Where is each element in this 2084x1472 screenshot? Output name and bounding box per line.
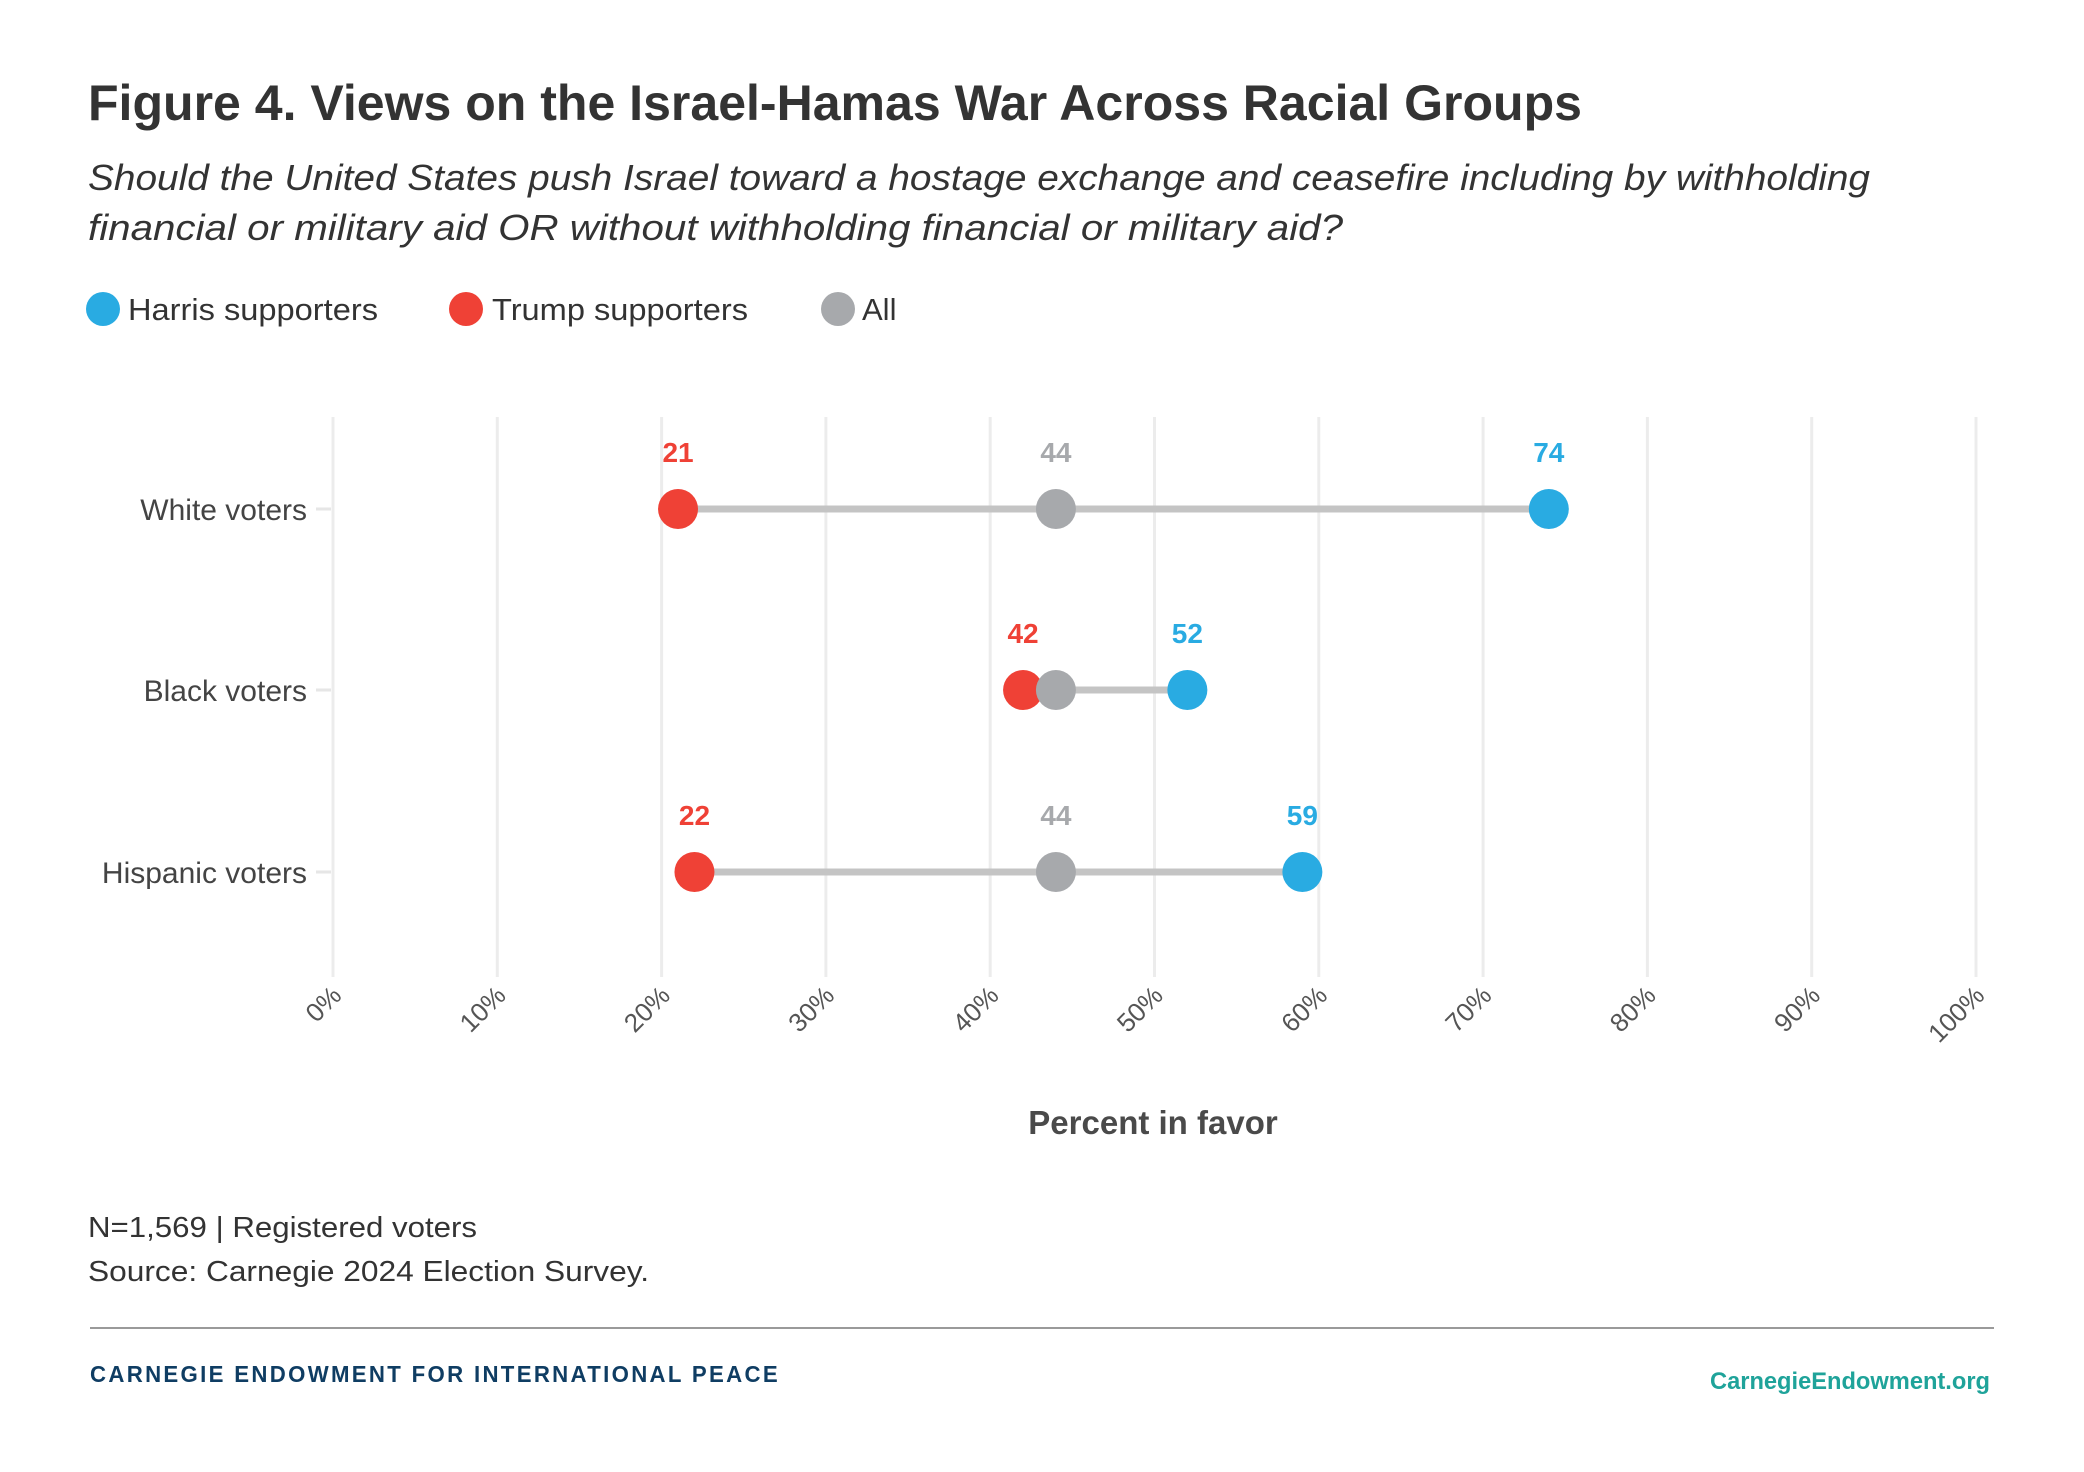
x-tick-label: 40% <box>946 980 1004 1038</box>
value-label-all-hispanic-voters: 44 <box>1040 800 1072 831</box>
value-label-harris-supporters-white-voters: 74 <box>1533 437 1565 468</box>
legend-item-trump: Trump supporters <box>449 292 748 327</box>
point-all-white-voters <box>1035 489 1076 529</box>
value-label-trump-supporters-black-voters: 42 <box>1007 618 1038 649</box>
row-label-black-voters: Black voters <box>144 675 307 708</box>
x-tick-label: 90% <box>1768 980 1826 1038</box>
x-tick-label: 100% <box>1922 980 1990 1048</box>
x-tick-label: 50% <box>1111 980 1169 1038</box>
point-all-hispanic-voters <box>1035 852 1076 892</box>
legend-marker-trump-icon <box>449 292 483 326</box>
x-axis-title: Percent in favor <box>1028 1104 1278 1141</box>
legend-marker-harris-icon <box>86 292 120 326</box>
legend-label-harris: Harris supporters <box>128 292 378 327</box>
legend-marker-all-icon <box>821 292 855 326</box>
x-tick-label: 70% <box>1439 980 1497 1038</box>
x-tick-label: 20% <box>618 980 676 1038</box>
legend-label-all: All <box>862 292 896 327</box>
sample-note: N=1,569 | Registered voters <box>88 1212 477 1244</box>
legend-item-all: All <box>821 292 896 327</box>
y-axis: White voters Black voters Hispanic voters <box>102 494 331 890</box>
point-trump-supporters-hispanic-voters <box>674 852 715 892</box>
value-label-harris-supporters-black-voters: 52 <box>1172 618 1203 649</box>
point-all-black-voters <box>1035 670 1076 710</box>
chart-subtitle-line-2: financial or military aid OR without wit… <box>88 207 1343 248</box>
x-tick-label: 10% <box>454 980 512 1038</box>
website-link[interactable]: CarnegieEndowment.org <box>1710 1368 1990 1395</box>
value-label-trump-supporters-white-voters: 21 <box>662 437 693 468</box>
x-axis: 0% 10% 20% 30% 40% 50% 60% 70% 80% 90% 100% <box>299 980 1990 1048</box>
chart-subtitle-line-1: Should the United States push Israel tow… <box>88 157 1870 198</box>
x-tick-label: 60% <box>1275 980 1333 1038</box>
chart-title: Figure 4. Views on the Israel-Hamas War … <box>88 75 1582 131</box>
point-harris-supporters-hispanic-voters <box>1282 852 1323 892</box>
connectors <box>678 505 1549 876</box>
point-harris-supporters-black-voters <box>1167 670 1208 710</box>
point-harris-supporters-white-voters <box>1528 489 1569 529</box>
x-tick-label: 80% <box>1604 980 1662 1038</box>
row-label-white-voters: White voters <box>140 494 307 527</box>
point-trump-supporters-black-voters <box>1003 670 1044 710</box>
x-tick-label: 30% <box>782 980 840 1038</box>
legend-label-trump: Trump supporters <box>492 292 748 327</box>
brand-name: CARNEGIE ENDOWMENT FOR INTERNATIONAL PEA… <box>90 1361 780 1387</box>
value-label-harris-supporters-hispanic-voters: 59 <box>1287 800 1318 831</box>
point-trump-supporters-white-voters <box>658 489 699 529</box>
value-label-all-white-voters: 44 <box>1040 437 1072 468</box>
legend: Harris supporters Trump supporters All <box>86 292 896 327</box>
data-labels: 21 42 22 44 44 74 52 59 <box>662 437 1564 831</box>
data-points <box>658 489 1569 892</box>
value-label-trump-supporters-hispanic-voters: 22 <box>679 800 710 831</box>
row-label-hispanic-voters: Hispanic voters <box>102 857 307 890</box>
source-note: Source: Carnegie 2024 Election Survey. <box>88 1256 649 1288</box>
legend-item-harris: Harris supporters <box>86 292 378 327</box>
gridlines <box>331 417 1978 977</box>
x-tick-label: 0% <box>299 980 347 1028</box>
